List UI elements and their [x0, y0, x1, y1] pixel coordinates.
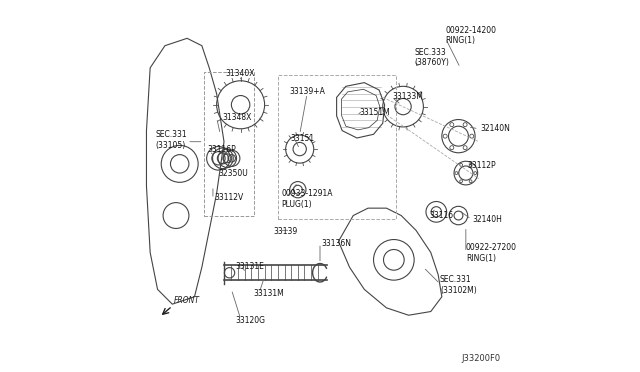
Text: 33139+A: 33139+A [289, 87, 325, 96]
Text: 32140N: 32140N [481, 124, 511, 133]
Text: 33116P: 33116P [207, 145, 236, 154]
Text: 33131M: 33131M [253, 289, 284, 298]
Text: SEC.333
(38760Y): SEC.333 (38760Y) [414, 48, 449, 67]
Text: 00933-1291A
PLUG(1): 00933-1291A PLUG(1) [281, 189, 333, 209]
Text: 00922-14200
RING(1): 00922-14200 RING(1) [445, 26, 497, 45]
Text: 32140H: 32140H [472, 215, 502, 224]
Text: 33151: 33151 [291, 134, 315, 143]
Text: SEC.331
(33105): SEC.331 (33105) [156, 130, 188, 150]
Text: 33133M: 33133M [392, 92, 423, 101]
Text: FRONT: FRONT [174, 296, 200, 305]
Text: 33131E: 33131E [235, 262, 264, 270]
Text: SEC.331
(33102M): SEC.331 (33102M) [440, 275, 477, 295]
Text: 33116: 33116 [429, 211, 454, 220]
Text: 33120G: 33120G [235, 316, 265, 325]
Text: 33112V: 33112V [215, 193, 244, 202]
Text: 33112P: 33112P [467, 161, 495, 170]
Text: 33151M: 33151M [360, 108, 390, 118]
Text: 33136N: 33136N [322, 239, 352, 248]
Text: 31340X: 31340X [226, 69, 255, 78]
Text: 00922-27200
RING(1): 00922-27200 RING(1) [466, 244, 517, 263]
Text: 33139: 33139 [274, 227, 298, 235]
Text: 32350U: 32350U [218, 169, 248, 177]
Text: J33200F0: J33200F0 [462, 354, 501, 363]
Text: 31348X: 31348X [222, 113, 252, 122]
